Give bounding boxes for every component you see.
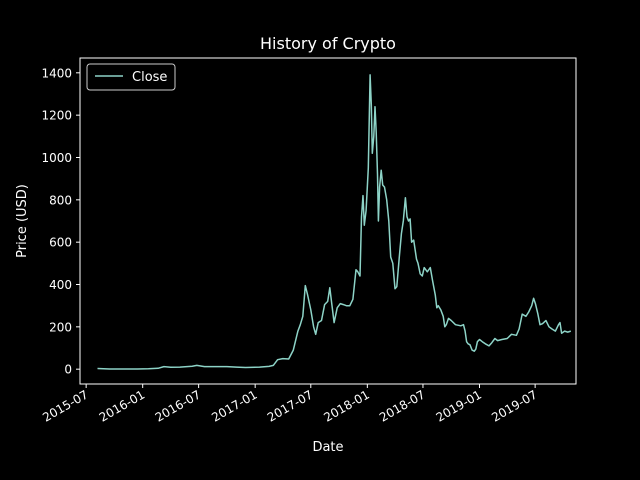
legend-label-close: Close: [132, 70, 167, 85]
x-axis-label: Date: [312, 440, 343, 455]
y-tick-label: 1400: [41, 66, 72, 80]
y-tick-label: 800: [49, 193, 72, 207]
series-line-close: [97, 74, 572, 370]
y-tick-label: 1200: [41, 109, 72, 123]
legend-box: [86, 63, 176, 91]
y-tick-label: 200: [49, 320, 72, 334]
y-tick-label: 400: [49, 278, 72, 292]
series-layer: [97, 74, 572, 370]
y-tick-label: 0: [64, 363, 72, 377]
y-axis-label: Price (USD): [15, 184, 30, 258]
y-tick-label: 600: [49, 236, 72, 250]
plot-frame: [79, 57, 577, 385]
y-axis: 0 200 400 600 800 1000 1200 1400: [41, 66, 80, 377]
y-tick-label: 1000: [41, 151, 72, 165]
chart-title: History of Crypto: [260, 34, 396, 53]
legend: Close: [86, 63, 176, 91]
